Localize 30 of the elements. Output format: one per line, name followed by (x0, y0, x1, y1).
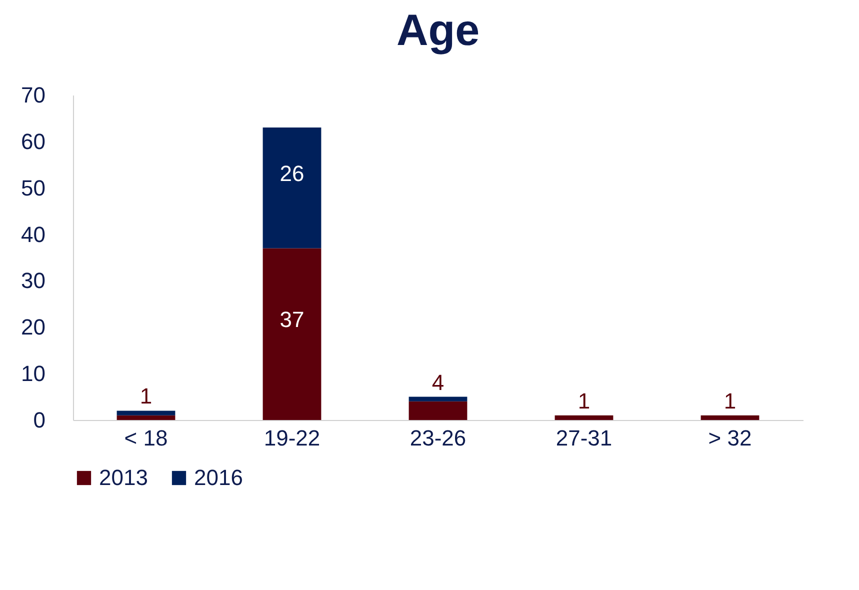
x-tick-label: 19-22 (264, 426, 320, 450)
bar (116, 415, 176, 420)
y-tick-label: 50 (21, 175, 46, 200)
data-label: 1 (724, 388, 736, 414)
data-label: 1 (578, 388, 590, 414)
data-label: 26 (280, 160, 304, 186)
y-tick-label: 40 (21, 222, 46, 247)
x-tick-label: 27-31 (556, 426, 612, 450)
bar (554, 415, 614, 420)
y-tick-label: 10 (21, 361, 46, 386)
legend-label: 2016 (194, 465, 243, 490)
chart-title: Age (396, 6, 480, 55)
y-tick-label: 0 (33, 408, 46, 432)
x-tick-label: 23-26 (410, 426, 466, 450)
bar (262, 128, 322, 248)
x-tick-label: > 32 (708, 426, 752, 450)
y-tick-label: 70 (21, 82, 46, 108)
bar (408, 401, 468, 420)
data-label: 37 (280, 307, 304, 332)
legend-label: 2013 (99, 465, 148, 490)
y-tick-label: 30 (21, 268, 46, 294)
bar (408, 396, 468, 402)
bar (116, 410, 176, 416)
data-label: 4 (432, 370, 444, 395)
x-tick-label: < 18 (124, 426, 168, 450)
y-tick-label: 60 (21, 128, 46, 154)
y-tick-label: 20 (21, 314, 46, 340)
bar (700, 415, 760, 420)
data-label: 1 (140, 384, 152, 409)
bar (262, 248, 322, 420)
